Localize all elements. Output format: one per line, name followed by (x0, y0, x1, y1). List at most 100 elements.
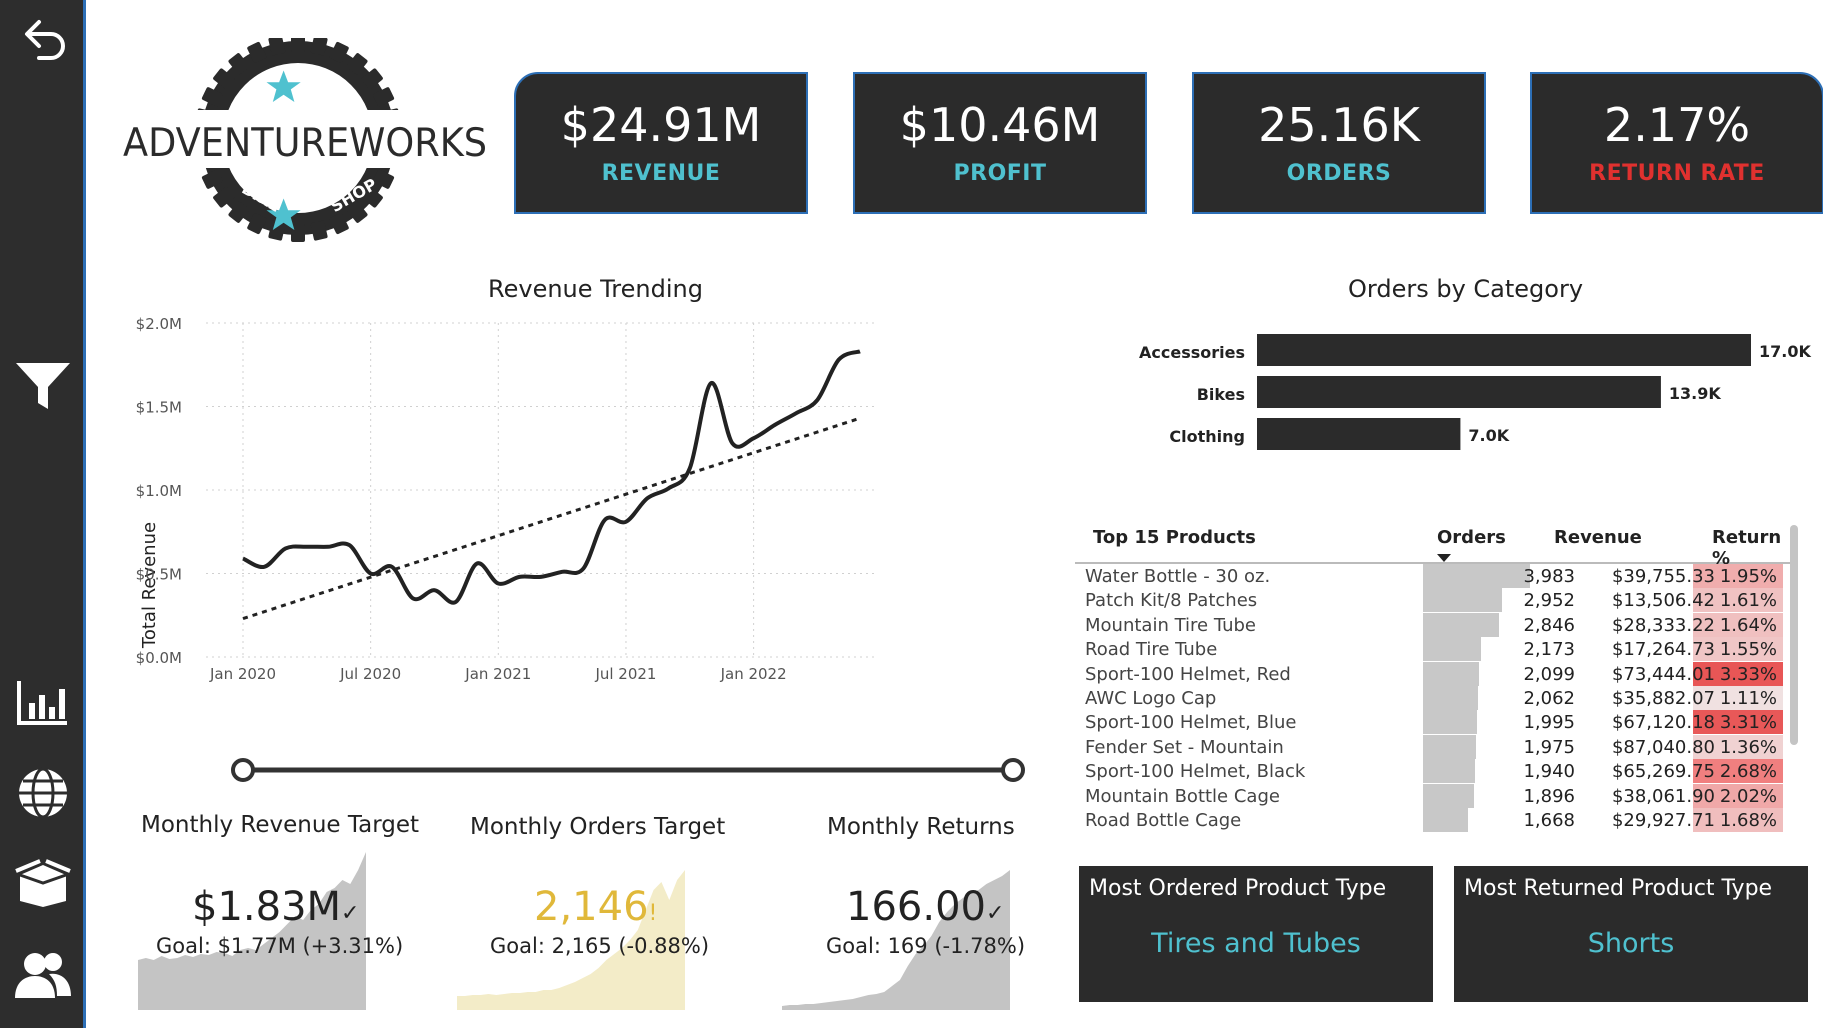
cell-return: 2.02% (1719, 785, 1777, 807)
kpi-revenue-card: $24.91M REVENUE (514, 72, 808, 214)
cell-revenue: $65,269.75 (1611, 761, 1715, 783)
products-button[interactable] (0, 848, 86, 918)
cell-product: AWC Logo Cap (1085, 687, 1217, 709)
cell-revenue: $17,264.73 (1611, 639, 1715, 661)
header-revenue[interactable]: Revenue (1554, 527, 1642, 548)
x-tick-label: Jul 2020 (339, 665, 401, 683)
map-button[interactable] (0, 758, 86, 828)
returns-target-goal: Goal: 169 (-1.78%) (826, 934, 1026, 958)
table-row[interactable]: Patch Kit/8 Patches 2,952 $13,506.42 1.61% (1075, 588, 1795, 613)
most-returned-value: Shorts (1587, 928, 1675, 959)
back-button[interactable] (0, 5, 86, 75)
sidebar-nav (0, 0, 86, 1028)
returns-target-title: Monthly Returns (827, 814, 1015, 840)
returns-target-value: 166.00✓ (846, 884, 1004, 930)
users-icon (15, 953, 71, 998)
kpi-revenue-label: REVENUE (601, 160, 721, 186)
kpi-return-rate-card: 2.17% RETURN RATE (1530, 72, 1823, 214)
table-row[interactable]: Sport-100 Helmet, Black 1,940 $65,269.75 2.… (1075, 759, 1795, 784)
orders-target-goal: Goal: 2,165 (-0.88%) (490, 934, 710, 958)
kpi-return-rate-value: 2.17% (1603, 98, 1751, 153)
kpi-revenue-value: $24.91M (560, 98, 762, 153)
return-heat-cell (1693, 734, 1783, 759)
revenue-trend-line (242, 349, 861, 605)
table-row[interactable]: Sport-100 Helmet, Blue 1,995 $67,120.18 3.3… (1075, 710, 1795, 735)
revenue-target-value: $1.83M✓ (192, 884, 359, 930)
orders-target-number: 2,146 (534, 884, 649, 930)
orders-by-category-chart: Accessories 17.0K Bikes 13.9K Clothing 7.0K (1139, 334, 1811, 450)
orders-data-bar (1423, 685, 1479, 710)
cell-orders: 2,062 (1523, 687, 1575, 709)
orders-data-bar (1423, 710, 1477, 735)
header-product[interactable]: Top 15 Products (1093, 527, 1256, 548)
cell-orders: 2,846 (1523, 614, 1575, 636)
cell-orders: 3,983 (1523, 566, 1575, 587)
kpi-profit-value: $10.46M (899, 98, 1101, 153)
table-row[interactable]: AWC Logo Cap 2,062 $35,882.07 1.11% (1075, 685, 1795, 710)
orders-data-bar (1423, 637, 1482, 662)
cell-orders: 1,940 (1523, 761, 1575, 783)
most-ordered-product-type-card: Most Ordered Product Type Tires and Tube… (1079, 866, 1433, 1002)
box-icon (15, 859, 71, 907)
category-label: Accessories (1139, 343, 1245, 362)
returns-target-sparkline (782, 870, 1010, 1010)
category-label: Bikes (1197, 385, 1245, 404)
cell-orders: 2,099 (1523, 663, 1575, 685)
category-bar[interactable] (1257, 334, 1751, 366)
table-header: Top 15 Products Orders Revenue Return % (1075, 522, 1795, 569)
cell-return: 3.31% (1719, 712, 1777, 734)
cell-revenue: $87,040.80 (1611, 736, 1715, 758)
category-bar[interactable] (1257, 418, 1461, 450)
table-row[interactable]: Road Tire Tube 2,173 $17,264.73 1.55% (1075, 637, 1795, 662)
y-tick-label: $0.5M (136, 566, 182, 584)
customers-button[interactable] (0, 940, 86, 1010)
date-slider-start-handle[interactable] (231, 758, 255, 782)
logo-brand: ADVENTUREWORKS (123, 121, 487, 166)
header-return[interactable]: Return % (1712, 527, 1782, 569)
date-slider-end-handle[interactable] (1001, 758, 1025, 782)
y-tick-label: $2.0M (136, 315, 182, 333)
table-row[interactable]: Sport-100 Helmet, Red 2,099 $73,444.01 3.33… (1075, 661, 1795, 686)
orders-target-sparkline (457, 870, 685, 1010)
cell-return: 1.11% (1719, 687, 1777, 709)
return-heat-cell (1693, 807, 1783, 832)
x-tick-label: Jan 2020 (209, 665, 276, 683)
table-row[interactable]: Road Bottle Cage 1,668 $29,927.71 1.68% (1075, 807, 1795, 832)
sparkline-area (138, 852, 366, 1010)
check-icon: ✓ (985, 901, 1005, 926)
cell-revenue: $39,755.33 (1611, 566, 1715, 587)
header-orders[interactable]: Orders (1437, 527, 1506, 548)
orders-data-bar (1423, 807, 1468, 832)
return-heat-cell (1693, 588, 1783, 613)
revenue-target-number: $1.83M (192, 884, 342, 930)
table-row[interactable]: Mountain Bottle Cage 1,896 $38,061.90 2.02% (1075, 783, 1795, 808)
cell-product: Patch Kit/8 Patches (1085, 590, 1258, 612)
orders-data-bar (1423, 783, 1474, 808)
cell-orders: 2,952 (1523, 590, 1575, 612)
revenue-trend-title: Revenue Trending (488, 275, 703, 303)
returns-target-number: 166.00 (846, 884, 986, 930)
table-row[interactable]: Mountain Tire Tube 2,846 $28,333.22 1.64% (1075, 612, 1795, 637)
kpi-orders-card: 25.16K ORDERS (1192, 72, 1486, 214)
cell-orders: 1,975 (1523, 736, 1575, 758)
return-heat-cell (1693, 710, 1783, 735)
category-label: Clothing (1169, 427, 1245, 446)
table-row[interactable]: Water Bottle - 30 oz. 3,983 $39,755.33 1.95… (1075, 564, 1795, 588)
sparkline-area (457, 870, 685, 1010)
revenue-target-title: Monthly Revenue Target (141, 812, 420, 838)
return-heat-cell (1693, 564, 1783, 588)
kpi-orders-value: 25.16K (1258, 98, 1420, 153)
table-row[interactable]: Fender Set - Mountain 1,975 $87,040.80 1.36… (1075, 734, 1795, 759)
orders-data-bar (1423, 588, 1503, 613)
analytics-button[interactable] (0, 668, 86, 738)
orders-target-title: Monthly Orders Target (470, 814, 726, 840)
filter-button[interactable] (0, 352, 86, 422)
orders-data-bar (1423, 734, 1477, 759)
cell-product: Road Tire Tube (1085, 639, 1218, 661)
cell-product: Fender Set - Mountain (1085, 736, 1284, 758)
category-bar[interactable] (1257, 376, 1661, 408)
sparkline-area (782, 870, 1010, 1010)
table-scrollbar[interactable] (1790, 525, 1798, 745)
revenue-trend-chart: Total Revenue $2.0M$1.5M$1.0M$0.5M$0.0M … (136, 315, 1025, 782)
orders-by-category-title: Orders by Category (1348, 275, 1584, 303)
